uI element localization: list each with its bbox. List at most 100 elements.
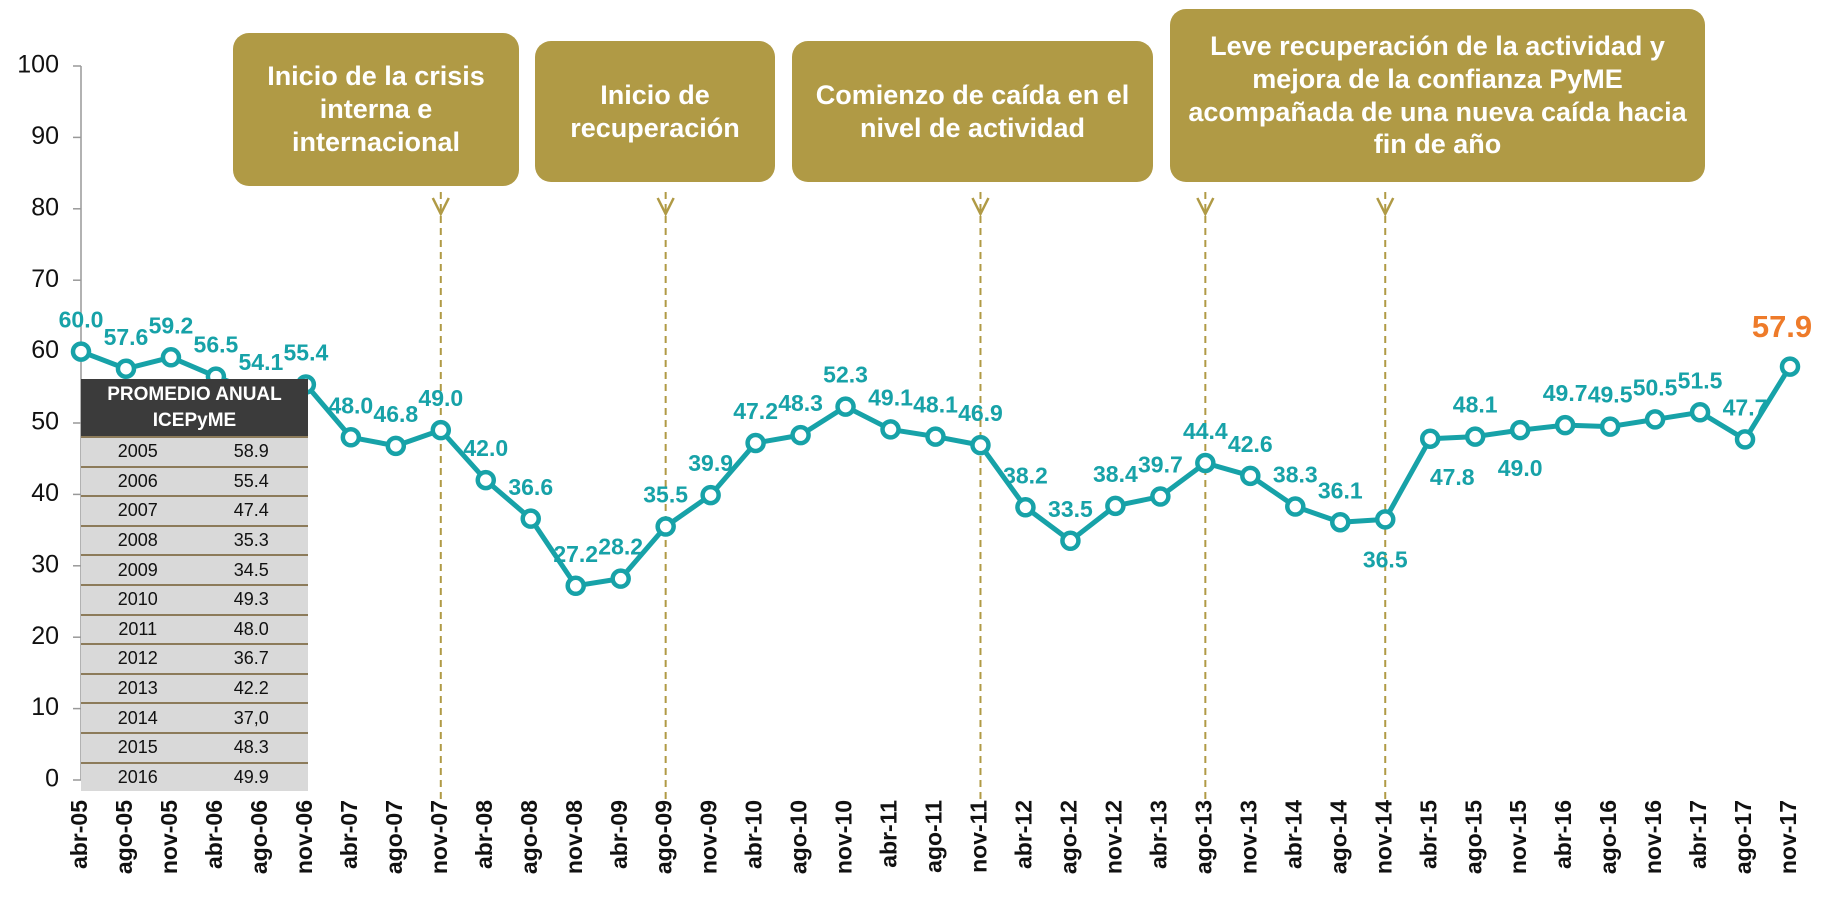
x-tick-label: nov-06 <box>291 800 317 874</box>
table-cell: 2006 <box>117 470 158 491</box>
data-point <box>1330 511 1351 533</box>
table-row: 2016 49.9 <box>81 761 308 792</box>
data-label: 27.2 <box>553 541 598 567</box>
data-label: 36.6 <box>508 474 553 500</box>
x-tick-label: ago-09 <box>651 800 677 874</box>
table-cell: 48.3 <box>233 737 269 758</box>
x-tick-label: ago-06 <box>246 800 272 874</box>
data-label: 47.8 <box>1430 464 1475 490</box>
data-point <box>970 434 991 456</box>
x-tick-label: ago-12 <box>1055 800 1081 874</box>
x-tick-label: ago-10 <box>786 800 812 874</box>
data-label: 59.2 <box>149 312 194 338</box>
data-label: 51.5 <box>1678 367 1723 393</box>
data-point <box>790 424 811 446</box>
y-tick-label: 80 <box>31 193 59 221</box>
data-label: 47.7 <box>1723 395 1768 421</box>
x-tick-label: abr-15 <box>1415 800 1441 869</box>
x-tick-label: nov-11 <box>966 800 992 873</box>
data-label: 57.6 <box>104 324 149 350</box>
data-label: 54.1 <box>239 349 284 375</box>
data-label: 50.5 <box>1633 375 1678 401</box>
data-point <box>1689 402 1711 423</box>
table-cell: 2014 <box>117 707 158 728</box>
x-tick-label: nov-15 <box>1505 800 1531 874</box>
data-label: 48.1 <box>1453 392 1498 418</box>
table-cell: 49.9 <box>233 766 269 787</box>
data-point <box>925 426 946 447</box>
table-cell: 2008 <box>117 530 158 551</box>
data-point <box>565 575 586 597</box>
x-tick-label: ago-05 <box>111 800 137 874</box>
x-tick-label: abr-08 <box>471 800 497 869</box>
table-cell: 55.4 <box>233 470 269 491</box>
table-cell: 2009 <box>117 559 158 580</box>
y-tick-label: 60 <box>31 336 59 364</box>
data-label: 36.1 <box>1318 477 1363 503</box>
annotation-box: Inicio de recuperación <box>535 41 775 182</box>
data-label: 39.9 <box>688 450 733 476</box>
table-row: 2007 47.4 <box>81 495 308 525</box>
y-tick-label: 90 <box>31 122 59 150</box>
data-point <box>655 516 676 537</box>
data-label: 39.7 <box>1138 452 1183 478</box>
x-tick-label: abr-13 <box>1145 800 1171 869</box>
x-tick-label: ago-13 <box>1190 800 1216 874</box>
table-cell: 2007 <box>117 500 158 521</box>
annotation-box: Comienzo de caída en el nivel de activid… <box>792 41 1153 182</box>
table-row: 2005 58.9 <box>81 436 308 466</box>
data-label: 38.4 <box>1093 461 1138 487</box>
x-tick-label: nov-12 <box>1100 800 1126 874</box>
data-point <box>1644 409 1666 430</box>
data-point <box>745 432 766 454</box>
data-point <box>70 341 92 362</box>
data-point <box>1105 495 1126 517</box>
table-cell: 2005 <box>117 441 158 462</box>
table-cell: 42.2 <box>233 678 269 699</box>
data-label: 60.0 <box>59 307 104 333</box>
data-point <box>1150 486 1171 507</box>
table-title: PROMEDIO ANUAL ICEPyME <box>81 379 308 436</box>
x-tick-label: ago-14 <box>1325 800 1351 874</box>
x-tick-label: abr-09 <box>606 800 632 869</box>
data-label: 46.9 <box>958 400 1003 426</box>
data-label: 38.2 <box>1003 462 1048 488</box>
data-point <box>1240 465 1261 487</box>
data-point <box>1779 356 1801 377</box>
data-point <box>1599 416 1621 437</box>
data-label: 55.4 <box>283 340 328 366</box>
data-label: 48.3 <box>778 390 823 416</box>
average-table: PROMEDIO ANUAL ICEPyME 2005 58.9 2006 55.4 2… <box>81 379 308 792</box>
x-tick-label: ago-15 <box>1460 800 1486 874</box>
data-point <box>1285 496 1306 517</box>
x-tick-label: nov-08 <box>561 800 587 874</box>
table-row: 2010 49.3 <box>81 583 308 614</box>
annotation-arrow <box>971 197 990 217</box>
data-label: 47.2 <box>733 398 778 424</box>
y-tick-label: 100 <box>17 51 59 79</box>
annotation-arrow <box>431 197 450 217</box>
x-tick-label: ago-17 <box>1730 800 1756 874</box>
x-tick-label: ago-08 <box>516 800 542 874</box>
data-label: 49.5 <box>1588 382 1633 408</box>
table-cell: 58.9 <box>233 441 269 462</box>
data-point <box>520 508 541 529</box>
data-point <box>115 358 137 379</box>
data-label: 48.0 <box>328 392 373 418</box>
x-tick-label: abr-07 <box>336 800 362 869</box>
y-tick-label: 20 <box>31 622 59 650</box>
data-point <box>835 396 856 417</box>
data-point <box>1419 428 1441 449</box>
table-row: 2014 37,0 <box>81 702 308 732</box>
data-point <box>610 568 631 589</box>
x-tick-label: abr-06 <box>201 800 227 869</box>
annotation-arrow <box>1196 197 1215 217</box>
data-label: 49.0 <box>418 385 463 411</box>
data-point <box>1374 509 1396 530</box>
x-tick-label: abr-17 <box>1685 800 1711 869</box>
data-label: 35.5 <box>643 482 688 508</box>
table-cell: 34.5 <box>233 559 269 580</box>
x-tick-label: nov-09 <box>696 800 722 874</box>
data-label: 38.3 <box>1273 462 1318 488</box>
